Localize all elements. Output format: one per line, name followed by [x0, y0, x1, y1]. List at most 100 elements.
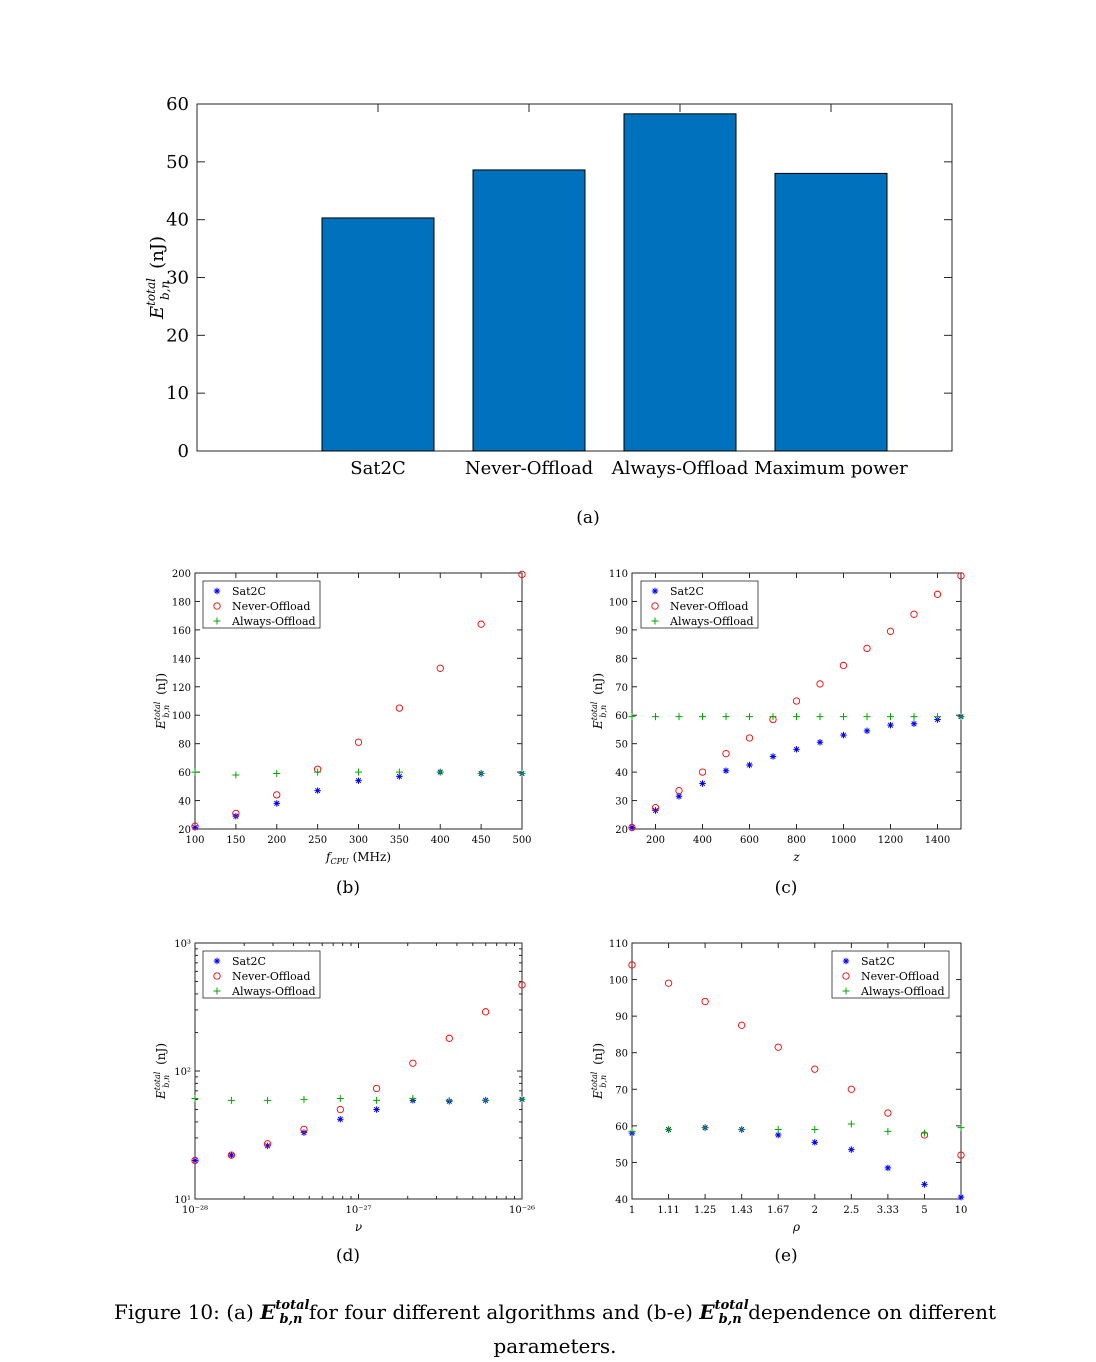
point-e-always-offload-4 [774, 1126, 782, 1134]
point-c-never-offload-12 [910, 610, 918, 618]
point-c-always-offload-11 [887, 713, 894, 721]
point-c-never-offload-7 [792, 697, 801, 705]
legend-marker-c-0 [651, 587, 659, 595]
ytick-label-a-1: 10 [166, 383, 189, 404]
point-b-always-offload-2 [273, 770, 281, 778]
ytick-label-e-4: 80 [615, 1049, 628, 1060]
ylabel-e-sup: total [590, 1071, 599, 1090]
legend-marker-b-0 [213, 587, 221, 595]
point-e-always-offload-3 [738, 1126, 746, 1134]
ytick-label-a-2: 20 [166, 325, 189, 346]
ytick-label-a-5: 50 [166, 152, 189, 173]
point-c-always-offload-9 [840, 713, 847, 721]
ytick-label-e-1: 50 [615, 1158, 628, 1169]
xlabel-b: fCPU (MHz) [325, 850, 391, 866]
point-c-always-offload-12 [910, 713, 918, 721]
point-d-sat2c-1 [228, 1151, 235, 1159]
point-d-sat2c-4 [337, 1116, 344, 1123]
point-c-never-offload-13 [933, 590, 942, 598]
ytick-label-a-0: 0 [178, 441, 189, 462]
xtick-label-b-1: 150 [226, 835, 245, 846]
legend-label-c-0: Sat2C [670, 585, 704, 598]
point-d-sat2c-5 [373, 1106, 380, 1113]
point-c-never-offload-9 [839, 661, 848, 670]
ytick-label-c-0: 20 [615, 825, 628, 836]
point-e-never-offload-9 [957, 1151, 965, 1159]
sublabel-d: (d) [335, 1246, 361, 1266]
xlabel-e: ρ [792, 1220, 800, 1234]
xtick-label-b-0: 100 [185, 835, 204, 846]
ylabel-e: Etotalb,n (nJ) [590, 1043, 608, 1100]
point-d-always-offload-5 [373, 1096, 381, 1104]
xlabel-e-main: ρ [792, 1220, 800, 1234]
legend-marker-e-2 [842, 987, 850, 995]
ylabel-b-unit: (nJ) [154, 673, 168, 695]
point-c-sat2c-0 [628, 824, 636, 831]
ytick-label-b-8: 180 [172, 597, 191, 608]
ylabel-d-sup: total [153, 1071, 162, 1090]
legend-marker-e-1 [842, 972, 850, 980]
category-label-3: Maximum power [754, 458, 908, 479]
point-c-never-offload-11 [886, 627, 895, 635]
ytick-label-d-2: 10³ [174, 939, 191, 950]
point-e-sat2c-8 [921, 1181, 928, 1188]
point-c-always-offload-6 [769, 713, 777, 721]
legend-label-c-2: Always-Offload [669, 615, 754, 628]
bar-never-offload [472, 169, 586, 452]
ylabel-b-main: E [154, 720, 168, 730]
legend-e [831, 950, 950, 999]
legend-marker-d-0 [213, 957, 221, 965]
point-d-always-offload-3 [300, 1095, 308, 1103]
xtick-label-e-3: 1.43 [731, 1205, 753, 1216]
xtick-label-e-1: 1.11 [657, 1205, 679, 1216]
sublabel-c: (c) [774, 878, 798, 898]
ytick-label-e-7: 110 [609, 939, 628, 950]
legend-marker-c-2 [651, 617, 659, 625]
ytick-label-c-8: 100 [609, 597, 628, 608]
ylabel-a-text: Etotalb,n (nJ) [144, 236, 172, 320]
point-b-always-offload-0 [191, 768, 199, 776]
sublabel-e: (e) [774, 1246, 798, 1266]
point-c-never-offload-0 [628, 823, 636, 832]
point-d-never-offload-4 [336, 1105, 344, 1114]
sublabel-b: (b) [335, 878, 361, 898]
ylabel-a: Etotalb,n (nJ) [144, 236, 172, 320]
point-d-never-offload-0 [191, 1156, 199, 1165]
point-e-never-offload-6 [847, 1085, 855, 1093]
xtick-label-b-7: 450 [472, 835, 491, 846]
ytick-label-c-1: 30 [615, 797, 628, 808]
point-b-always-offload-1 [232, 771, 240, 779]
category-label-1: Never-Offload [465, 458, 593, 479]
point-d-always-offload-9 [518, 1095, 526, 1103]
point-b-never-offload-1 [232, 809, 240, 818]
point-c-never-offload-4 [722, 749, 730, 758]
point-b-always-offload-5 [395, 768, 403, 776]
ytick-label-b-3: 80 [178, 740, 191, 751]
xtick-label-e-5: 2 [812, 1205, 818, 1216]
chart-a-labels: 0 10 20 30 40 50 60 Sat2C Never-Offload Always-Of… [144, 94, 908, 479]
point-d-never-offload-7 [445, 1034, 453, 1042]
point-e-never-offload-0 [628, 961, 636, 969]
category-label-2: Always-Offload [611, 458, 749, 479]
legend-label-d-1: Never-Offload [232, 970, 310, 983]
ytick-label-c-5: 70 [615, 683, 628, 694]
point-c-always-offload-10 [863, 713, 871, 721]
xlabel-d-main: ν [355, 1220, 362, 1234]
xtick-label-b-4: 300 [349, 835, 368, 846]
point-e-sat2c-6 [848, 1146, 855, 1153]
point-c-always-offload-7 [793, 713, 800, 721]
ytick-label-a-4: 40 [166, 210, 189, 231]
ytick-label-b-2: 60 [178, 768, 191, 779]
xtick-label-c-5: 1200 [878, 835, 903, 846]
ytick-label-e-5: 90 [615, 1012, 628, 1023]
legend-label-b-1: Never-Offload [232, 600, 310, 613]
legend-label-d-0: Sat2C [232, 955, 266, 968]
point-e-always-offload-1 [665, 1126, 673, 1134]
point-c-always-offload-0 [628, 713, 636, 721]
point-b-never-offload-7 [477, 620, 485, 628]
legend-label-e-1: Never-Offload [861, 970, 939, 983]
ylabel-c-unit: (nJ) [591, 673, 605, 695]
point-b-always-offload-4 [355, 768, 362, 776]
point-c-never-offload-8 [816, 680, 824, 688]
category-label-0: Sat2C [350, 458, 406, 479]
